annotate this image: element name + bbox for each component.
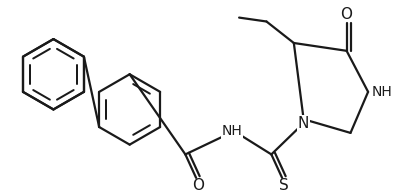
Text: O: O xyxy=(192,178,204,193)
Text: O: O xyxy=(340,7,352,22)
Text: S: S xyxy=(278,178,288,193)
Text: NH: NH xyxy=(221,124,242,138)
Text: N: N xyxy=(297,116,308,131)
Text: NH: NH xyxy=(371,85,392,99)
